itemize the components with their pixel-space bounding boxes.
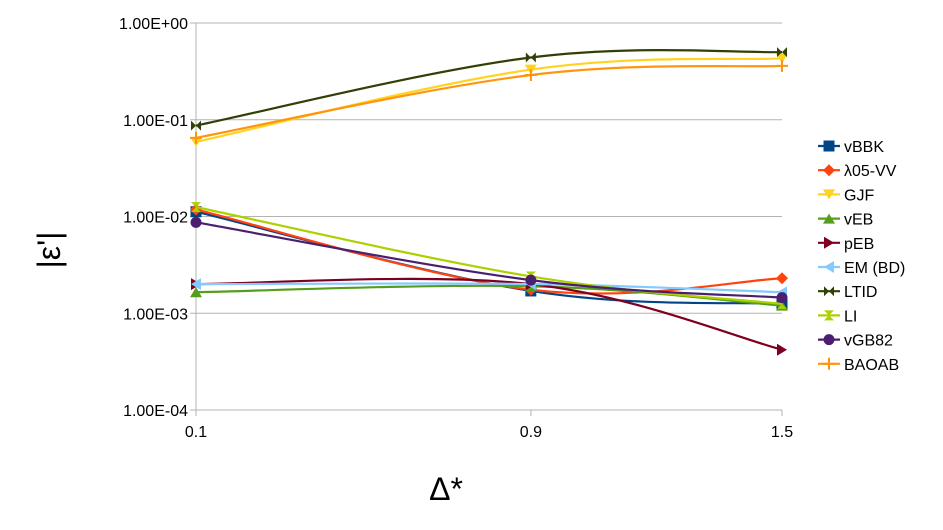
series-gjf: [190, 53, 788, 147]
data-point: [524, 69, 537, 82]
legend-item: LTID: [818, 284, 877, 301]
series-line: [195, 57, 783, 143]
legend-item: EM (BD): [818, 260, 905, 277]
series-line: [195, 49, 783, 127]
legend-item: vGB82: [818, 333, 893, 350]
legend-marker: [823, 189, 835, 200]
y-tick-label: 1.00E-03: [123, 306, 188, 323]
data-point: [776, 272, 788, 285]
series-lines: [190, 47, 788, 356]
legend-marker: [823, 213, 835, 224]
legend-label: GJF: [844, 187, 874, 204]
legend-marker: [823, 140, 835, 152]
x-tick-label: 0.1: [185, 424, 207, 441]
data-point: [190, 216, 202, 228]
legend-marker: [823, 334, 835, 346]
legend-label: vGB82: [844, 333, 893, 350]
legend-item: LI: [818, 308, 857, 325]
legend-item: BAOAB: [818, 357, 899, 374]
legend-label: LTID: [844, 284, 877, 301]
legend-label: vEB: [844, 212, 873, 229]
legend-label: BAOAB: [844, 357, 899, 374]
series-line: [195, 282, 783, 294]
data-point: [525, 52, 536, 63]
legend-marker: [824, 310, 834, 321]
series-line: [195, 64, 783, 139]
x-tick-label: 1.5: [771, 424, 793, 441]
y-tick-label: 1.00E-04: [123, 403, 188, 420]
series-ltid: [191, 47, 787, 131]
data-point: [777, 47, 787, 58]
data-point: [776, 59, 788, 72]
legend-marker: [824, 286, 834, 297]
legend-item: vEB: [818, 212, 873, 229]
series-baoab: [190, 59, 788, 144]
legend-label: LI: [844, 308, 857, 325]
y-axis-title: |ε'|: [31, 232, 67, 269]
y-tick-label: 1.00E+00: [119, 16, 188, 33]
data-point: [190, 131, 202, 144]
y-tick-label: 1.00E-02: [123, 210, 188, 227]
legend-marker: [823, 164, 835, 177]
y-tick-labels: 1.00E+00 1.00E-01 1.00E-02 1.00E-03 1.00E-04: [119, 16, 188, 420]
data-point: [190, 287, 202, 298]
legend: vBBK λ05-VV GJF vEB pEB EM (BD) LTID LI vGB82 BAO…: [818, 139, 905, 374]
data-point: [191, 278, 201, 291]
legend-marker: [824, 236, 834, 249]
y-tick-label: 1.00E-01: [123, 113, 188, 130]
legend-marker: [824, 261, 834, 273]
legend-label: λ05-VV: [844, 163, 897, 180]
series-line: [195, 208, 783, 295]
data-point: [525, 274, 537, 286]
legend-item: pEB: [818, 236, 874, 253]
data-point: [777, 343, 787, 356]
x-axis-title: Δ*: [429, 471, 463, 507]
series-line: [195, 206, 783, 305]
legend-label: vBBK: [844, 139, 884, 156]
x-tick-label: 0.9: [520, 424, 542, 441]
x-tick-labels: 0.1 0.9 1.5: [185, 424, 793, 441]
data-point: [776, 53, 788, 64]
data-point: [191, 120, 201, 131]
legend-label: pEB: [844, 236, 874, 253]
legend-item: GJF: [818, 187, 874, 204]
data-point: [191, 202, 201, 213]
legend-marker: [823, 357, 835, 370]
legend-item: λ05-VV: [818, 163, 897, 180]
series-vgb82: [190, 216, 788, 304]
series-line: [195, 221, 783, 299]
data-point: [776, 292, 788, 304]
legend-item: vBBK: [818, 139, 884, 156]
legend-label: EM (BD): [844, 260, 905, 277]
